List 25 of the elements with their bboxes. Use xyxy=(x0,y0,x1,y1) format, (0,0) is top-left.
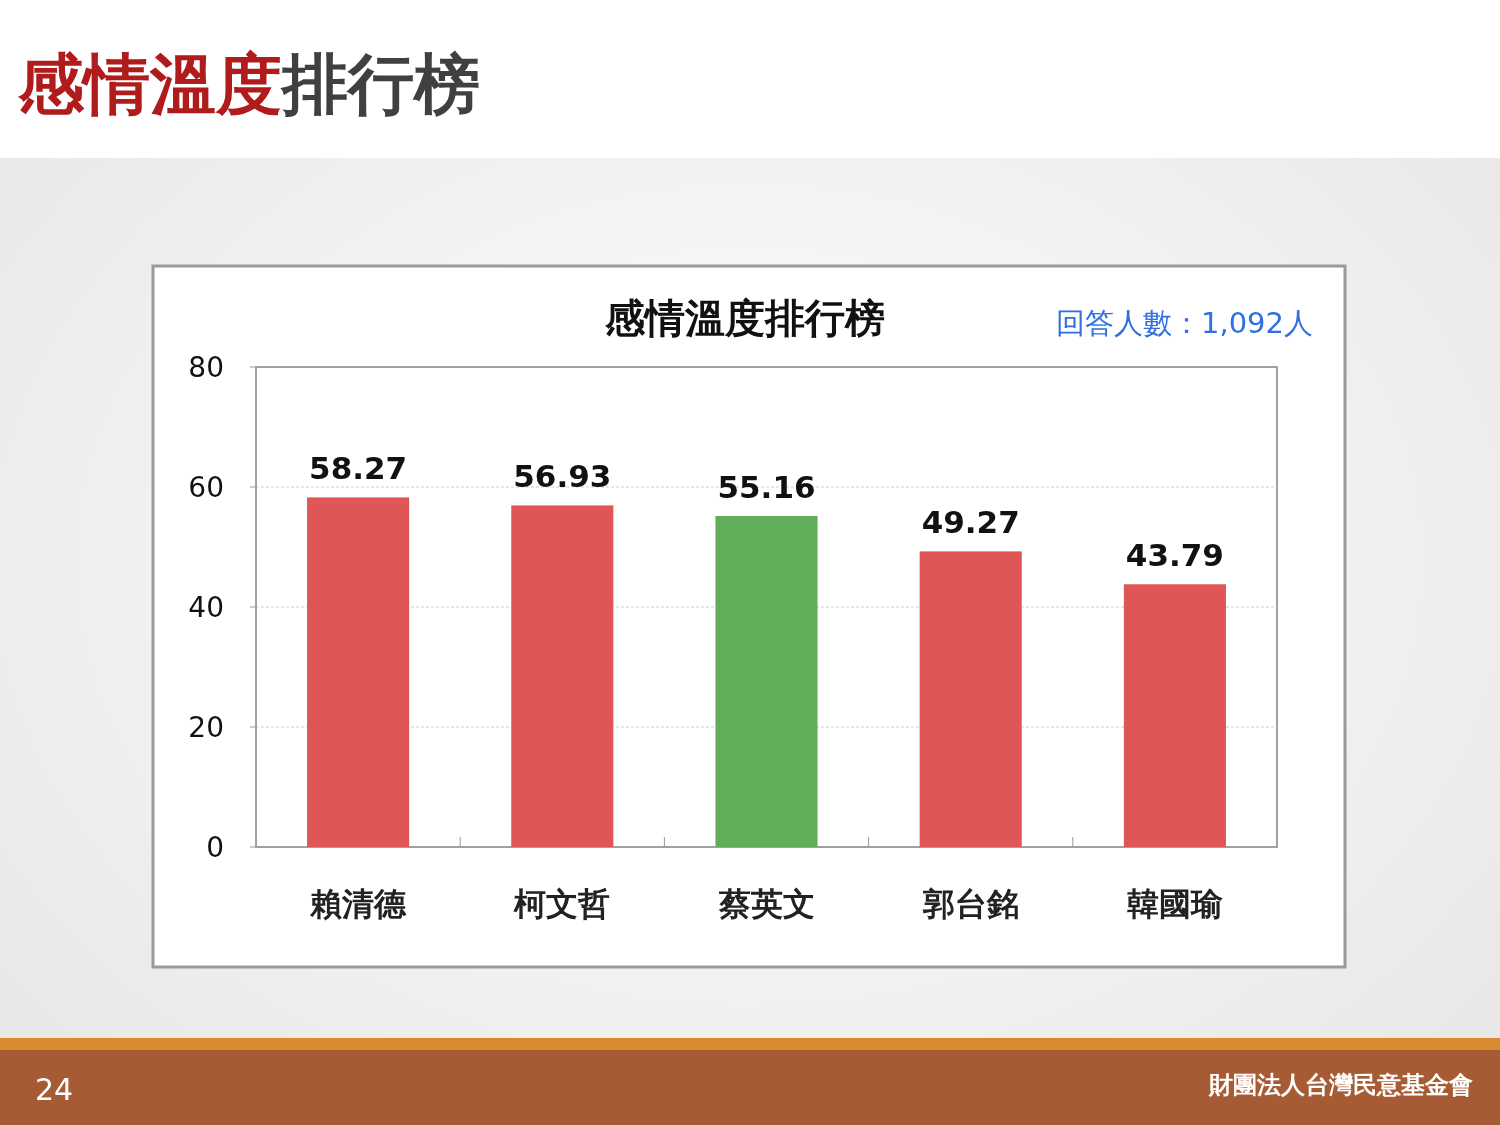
data-label: 49.27 xyxy=(921,504,1020,541)
text: 財團法人台灣民意基金會 xyxy=(1208,1071,1473,1099)
x-tick-label: 柯文哲 xyxy=(513,885,611,923)
x-tick-label: 郭台銘 xyxy=(921,885,1019,923)
text: 回答人數：1,092人 xyxy=(1055,306,1313,340)
bar xyxy=(919,551,1022,847)
bar xyxy=(307,497,410,847)
data-label: 55.16 xyxy=(717,469,816,506)
y-tick-label: 60 xyxy=(188,471,224,504)
data-label: 56.93 xyxy=(513,458,612,495)
bar xyxy=(715,516,818,847)
y-tick-label: 80 xyxy=(188,351,224,384)
text: 24 xyxy=(35,1072,74,1107)
chart-title: 感情溫度排行榜 xyxy=(604,295,885,341)
x-tick-label: 韓國瑜 xyxy=(1126,885,1223,923)
y-tick-label: 0 xyxy=(206,831,224,864)
y-tick-label: 20 xyxy=(188,711,224,744)
text: 感情溫度排行榜 xyxy=(17,46,480,123)
bar xyxy=(1123,584,1226,847)
data-label: 58.27 xyxy=(309,450,408,487)
data-label: 43.79 xyxy=(1125,537,1224,574)
x-tick-label: 蔡英文 xyxy=(717,885,815,923)
bar xyxy=(511,505,614,847)
y-tick-label: 40 xyxy=(188,591,224,624)
x-tick-label: 賴清德 xyxy=(309,885,408,923)
